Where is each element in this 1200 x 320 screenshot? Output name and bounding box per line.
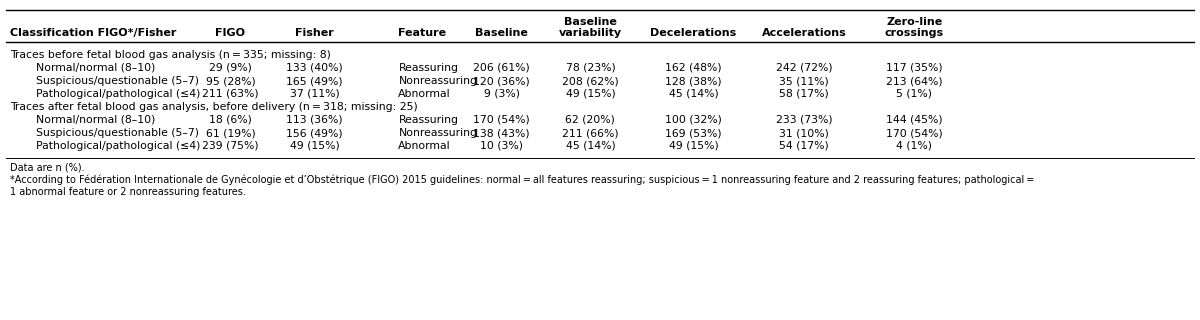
Text: *According to Fédération Internationale de Gynécologie et d’Obstétrique (FIGO) 2: *According to Fédération Internationale … <box>10 175 1034 185</box>
Text: 58 (17%): 58 (17%) <box>779 89 829 99</box>
Text: Feature: Feature <box>398 28 446 38</box>
Text: Reassuring: Reassuring <box>398 63 458 73</box>
Text: Zero-line: Zero-line <box>887 17 942 27</box>
Text: 169 (53%): 169 (53%) <box>665 128 722 138</box>
Text: 113 (36%): 113 (36%) <box>286 115 343 125</box>
Text: 170 (54%): 170 (54%) <box>886 128 943 138</box>
Text: 4 (1%): 4 (1%) <box>896 141 932 151</box>
Text: 170 (54%): 170 (54%) <box>473 115 530 125</box>
Text: Reassuring: Reassuring <box>398 115 458 125</box>
Text: Nonreassuring: Nonreassuring <box>398 128 478 138</box>
Text: Classification FIGO*/Fisher: Classification FIGO*/Fisher <box>10 28 176 38</box>
Text: FIGO: FIGO <box>216 28 246 38</box>
Text: 162 (48%): 162 (48%) <box>665 63 722 73</box>
Text: Normal/normal (8–10): Normal/normal (8–10) <box>36 63 155 73</box>
Text: Baseline: Baseline <box>475 28 528 38</box>
Text: 117 (35%): 117 (35%) <box>886 63 943 73</box>
Text: 1 abnormal feature or 2 nonreassuring features.: 1 abnormal feature or 2 nonreassuring fe… <box>10 187 246 197</box>
Text: Suspicious/questionable (5–7): Suspicious/questionable (5–7) <box>36 128 199 138</box>
Text: 49 (15%): 49 (15%) <box>289 141 340 151</box>
Text: Nonreassuring: Nonreassuring <box>398 76 478 86</box>
Text: 208 (62%): 208 (62%) <box>562 76 619 86</box>
Text: Accelerations: Accelerations <box>762 28 846 38</box>
Text: 213 (64%): 213 (64%) <box>886 76 943 86</box>
Text: 211 (63%): 211 (63%) <box>202 89 259 99</box>
Text: Fisher: Fisher <box>295 28 334 38</box>
Text: 35 (11%): 35 (11%) <box>779 76 829 86</box>
Text: 211 (66%): 211 (66%) <box>562 128 619 138</box>
Text: 242 (72%): 242 (72%) <box>775 63 833 73</box>
Text: 239 (75%): 239 (75%) <box>202 141 259 151</box>
Text: 138 (43%): 138 (43%) <box>473 128 530 138</box>
Text: 120 (36%): 120 (36%) <box>473 76 530 86</box>
Text: 133 (40%): 133 (40%) <box>286 63 343 73</box>
Text: 45 (14%): 45 (14%) <box>565 141 616 151</box>
Text: 49 (15%): 49 (15%) <box>668 141 719 151</box>
Text: 62 (20%): 62 (20%) <box>565 115 616 125</box>
Text: 156 (49%): 156 (49%) <box>286 128 343 138</box>
Text: 61 (19%): 61 (19%) <box>205 128 256 138</box>
Text: Baseline: Baseline <box>564 17 617 27</box>
Text: 45 (14%): 45 (14%) <box>668 89 719 99</box>
Text: 18 (6%): 18 (6%) <box>209 115 252 125</box>
Text: 95 (28%): 95 (28%) <box>205 76 256 86</box>
Text: crossings: crossings <box>884 28 944 38</box>
Text: 78 (23%): 78 (23%) <box>565 63 616 73</box>
Text: Data are n (%).: Data are n (%). <box>10 163 84 173</box>
Text: 49 (15%): 49 (15%) <box>565 89 616 99</box>
Text: 31 (10%): 31 (10%) <box>779 128 829 138</box>
Text: variability: variability <box>559 28 622 38</box>
Text: 5 (1%): 5 (1%) <box>896 89 932 99</box>
Text: Pathological/pathological (≤4): Pathological/pathological (≤4) <box>36 141 200 151</box>
Text: Pathological/pathological (≤4): Pathological/pathological (≤4) <box>36 89 200 99</box>
Text: 9 (3%): 9 (3%) <box>484 89 520 99</box>
Text: 128 (38%): 128 (38%) <box>665 76 722 86</box>
Text: 29 (9%): 29 (9%) <box>209 63 252 73</box>
Text: 54 (17%): 54 (17%) <box>779 141 829 151</box>
Text: Decelerations: Decelerations <box>650 28 737 38</box>
Text: 100 (32%): 100 (32%) <box>665 115 722 125</box>
Text: Normal/normal (8–10): Normal/normal (8–10) <box>36 115 155 125</box>
Text: 165 (49%): 165 (49%) <box>286 76 343 86</box>
Text: Suspicious/questionable (5–7): Suspicious/questionable (5–7) <box>36 76 199 86</box>
Text: Traces after fetal blood gas analysis, before delivery (n = 318; missing: 25): Traces after fetal blood gas analysis, b… <box>10 102 418 112</box>
Text: 233 (73%): 233 (73%) <box>775 115 833 125</box>
Text: Traces before fetal blood gas analysis (n = 335; missing: 8): Traces before fetal blood gas analysis (… <box>10 50 330 60</box>
Text: 10 (3%): 10 (3%) <box>480 141 523 151</box>
Text: 37 (11%): 37 (11%) <box>289 89 340 99</box>
Text: Abnormal: Abnormal <box>398 89 451 99</box>
Text: 206 (61%): 206 (61%) <box>473 63 530 73</box>
Text: Abnormal: Abnormal <box>398 141 451 151</box>
Text: 144 (45%): 144 (45%) <box>886 115 943 125</box>
